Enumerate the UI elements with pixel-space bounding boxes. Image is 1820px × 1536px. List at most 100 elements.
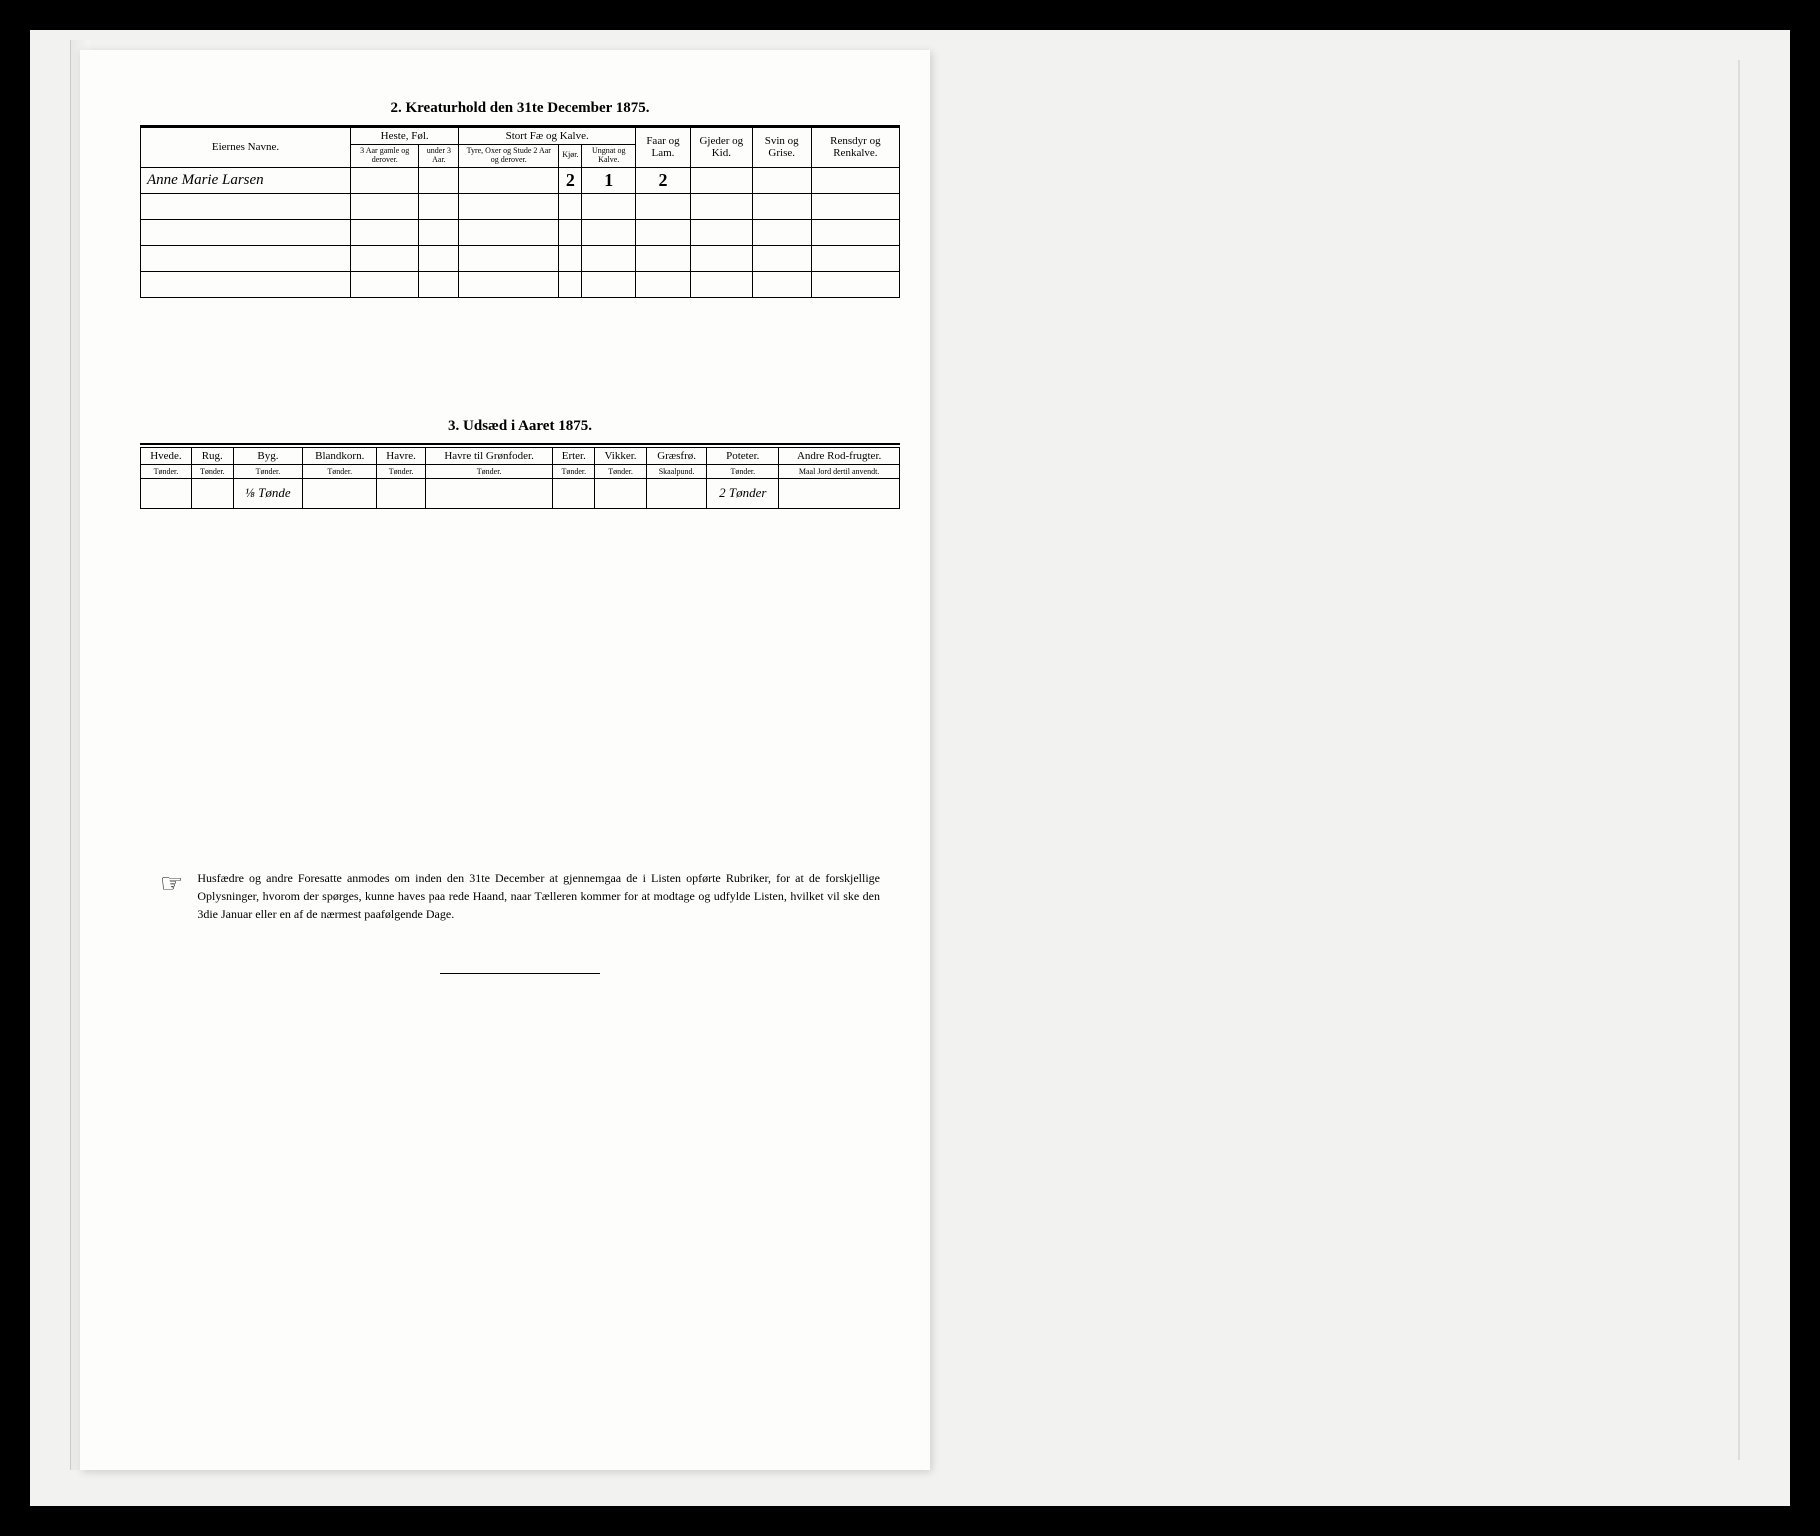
table-cell	[811, 245, 899, 271]
seed-cell: ⅛ Tønde	[233, 478, 302, 508]
table-cell	[636, 193, 691, 219]
seed-col-label: Havre til Grønfoder.	[425, 447, 553, 464]
seed-col-label: Hvede.	[141, 447, 192, 464]
table-cell: 2	[636, 167, 691, 193]
livestock-table: Eiernes Navne. Heste, Føl. Stort Fæ og K…	[140, 127, 900, 298]
table-cell	[141, 193, 351, 219]
table-cell	[811, 193, 899, 219]
seed-col-label: Vikker.	[595, 447, 647, 464]
table-cell	[419, 193, 459, 219]
seed-data-row: ⅛ Tønde 2 Tønder	[141, 478, 900, 508]
table-cell	[752, 271, 811, 297]
table-cell: 2	[559, 167, 582, 193]
seed-col-unit: Tønder.	[191, 464, 233, 478]
col-group-stort: Stort Fæ og Kalve.	[459, 128, 636, 145]
col-svin: Svin og Grise.	[752, 128, 811, 168]
table-row	[141, 219, 900, 245]
table-cell	[582, 193, 636, 219]
seed-col-label: Blandkorn.	[303, 447, 377, 464]
seed-table: Hvede.Rug.Byg.Blandkorn.Havre.Havre til …	[140, 447, 900, 509]
seed-cell	[303, 478, 377, 508]
document-page: 2. Kreaturhold den 31te December 1875. E…	[80, 50, 930, 1470]
table-cell	[351, 245, 419, 271]
table-cell	[419, 245, 459, 271]
table-cell	[459, 245, 559, 271]
table-cell: 1	[582, 167, 636, 193]
table-cell	[811, 271, 899, 297]
table-cell	[752, 245, 811, 271]
table-cell	[141, 219, 351, 245]
table-cell	[559, 271, 582, 297]
seed-col-unit: Skaalpund.	[646, 464, 707, 478]
seed-col-unit: Tønder.	[303, 464, 377, 478]
table-cell	[690, 271, 752, 297]
col-group-heste: Heste, Føl.	[351, 128, 459, 145]
seed-col-unit: Maal Jord dertil anvendt.	[779, 464, 900, 478]
seed-col-unit: Tønder.	[595, 464, 647, 478]
seed-col-unit: Tønder.	[377, 464, 425, 478]
col-faar: Faar og Lam.	[636, 128, 691, 168]
table-cell	[690, 167, 752, 193]
table-cell	[559, 245, 582, 271]
table-cell	[559, 193, 582, 219]
table-cell	[141, 245, 351, 271]
table-cell	[351, 167, 419, 193]
scan-background: 2. Kreaturhold den 31te December 1875. E…	[30, 30, 1790, 1506]
table-cell	[582, 219, 636, 245]
seed-cell	[646, 478, 707, 508]
table-cell	[690, 245, 752, 271]
seed-cell	[779, 478, 900, 508]
table-cell	[752, 219, 811, 245]
seed-col-unit: Tønder.	[233, 464, 302, 478]
table-cell	[752, 167, 811, 193]
seed-cell	[377, 478, 425, 508]
section2-title: 2. Kreaturhold den 31te December 1875.	[140, 100, 900, 117]
table-cell	[351, 193, 419, 219]
table-cell	[141, 271, 351, 297]
pointing-hand-icon: ☞	[160, 871, 183, 923]
table-cell: Anne Marie Larsen	[141, 167, 351, 193]
table-cell	[811, 167, 899, 193]
seed-col-label: Rug.	[191, 447, 233, 464]
footnote-block: ☞ Husfædre og andre Foresatte anmodes om…	[140, 869, 900, 923]
seed-col-label: Andre Rod-frugter.	[779, 447, 900, 464]
section3-title: 3. Udsæd i Aaret 1875.	[140, 418, 900, 435]
seed-col-unit: Tønder.	[707, 464, 779, 478]
table-cell	[459, 219, 559, 245]
table-cell	[459, 271, 559, 297]
seed-cell	[553, 478, 595, 508]
table-cell	[419, 167, 459, 193]
table-row	[141, 193, 900, 219]
seed-col-label: Byg.	[233, 447, 302, 464]
seed-col-unit: Tønder.	[425, 464, 553, 478]
seed-header-labels: Hvede.Rug.Byg.Blandkorn.Havre.Havre til …	[141, 447, 900, 464]
end-rule	[440, 973, 600, 974]
seed-cell: 2 Tønder	[707, 478, 779, 508]
table-cell	[419, 219, 459, 245]
table-row	[141, 271, 900, 297]
seed-cell	[141, 478, 192, 508]
section3-rule	[140, 443, 900, 445]
section-spacer	[140, 298, 900, 408]
livestock-rows: Anne Marie Larsen 212	[141, 167, 900, 297]
table-cell	[690, 219, 752, 245]
table-cell	[459, 167, 559, 193]
seed-col-label: Poteter.	[707, 447, 779, 464]
table-cell	[559, 219, 582, 245]
table-cell	[351, 219, 419, 245]
table-cell	[419, 271, 459, 297]
seed-header-units: Tønder.Tønder.Tønder.Tønder.Tønder.Tønde…	[141, 464, 900, 478]
table-cell	[351, 271, 419, 297]
col-stort-ung: Ungnat og Kalve.	[582, 145, 636, 168]
col-gjeder: Gjeder og Kid.	[690, 128, 752, 168]
col-heste-3plus: 3 Aar gamle og derover.	[351, 145, 419, 168]
col-stort-kjor: Kjør.	[559, 145, 582, 168]
table-cell	[636, 271, 691, 297]
seed-col-label: Havre.	[377, 447, 425, 464]
table-cell	[636, 245, 691, 271]
col-heste-under3: under 3 Aar.	[419, 145, 459, 168]
col-stort-tyre: Tyre, Oxer og Stude 2 Aar og derover.	[459, 145, 559, 168]
right-page-edge	[1738, 60, 1740, 1460]
table-cell	[690, 193, 752, 219]
seed-col-label: Erter.	[553, 447, 595, 464]
